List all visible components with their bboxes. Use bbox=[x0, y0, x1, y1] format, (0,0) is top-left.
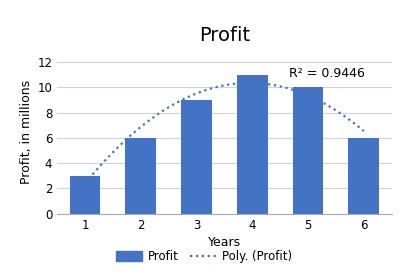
Bar bbox=[348, 138, 379, 214]
Bar bbox=[70, 176, 100, 214]
Title: Profit: Profit bbox=[199, 26, 250, 45]
Bar bbox=[293, 87, 324, 214]
Text: R² = 0.9446: R² = 0.9446 bbox=[288, 67, 364, 80]
Bar bbox=[181, 100, 212, 214]
X-axis label: Years: Years bbox=[208, 236, 241, 249]
Bar bbox=[237, 75, 268, 214]
Y-axis label: Profit, in millions: Profit, in millions bbox=[20, 79, 33, 184]
Legend: Profit, Poly. (Profit): Profit, Poly. (Profit) bbox=[111, 246, 297, 268]
Bar bbox=[125, 138, 156, 214]
